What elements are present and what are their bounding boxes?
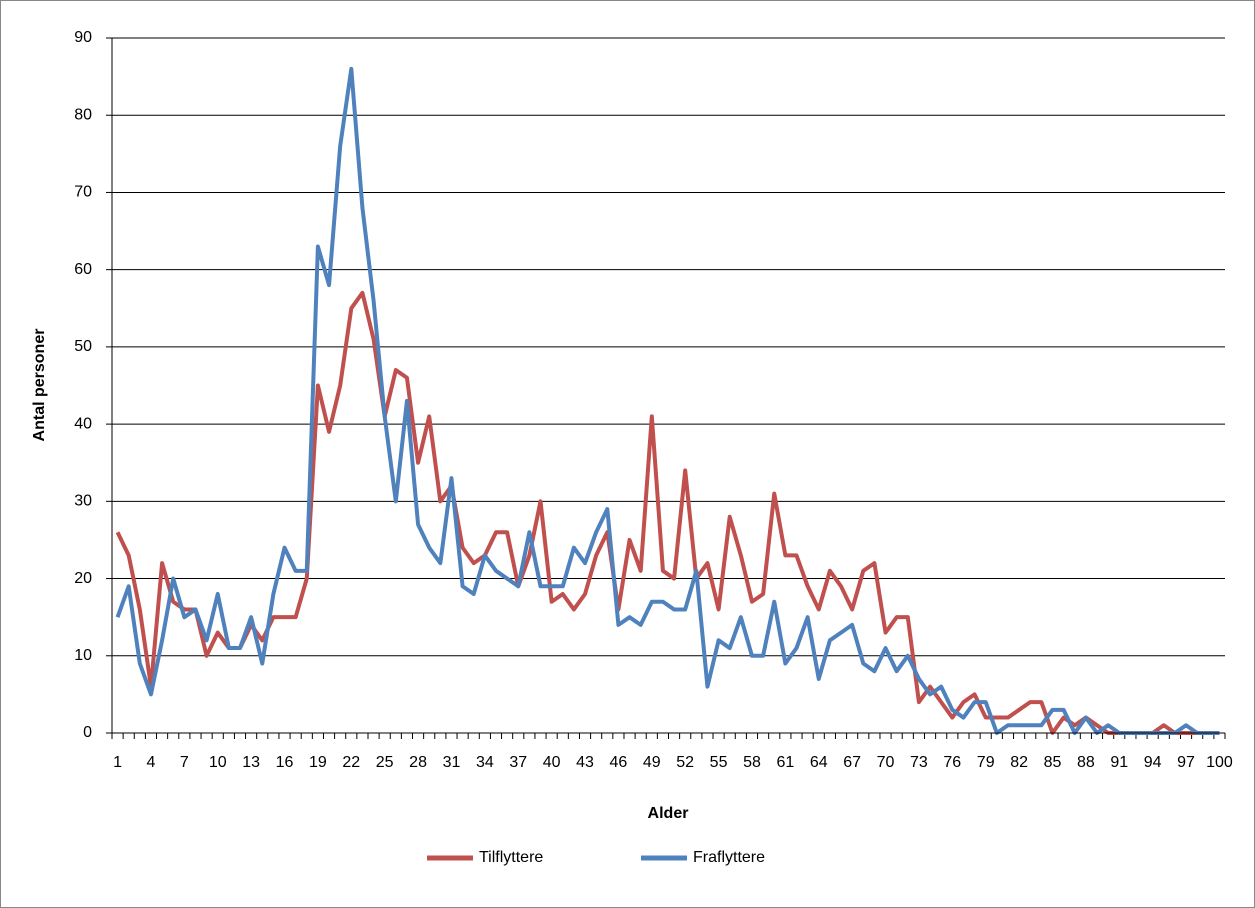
- x-tick-label: 94: [1144, 754, 1162, 771]
- x-tick-label: 1: [113, 754, 122, 771]
- x-tick-label: 91: [1110, 754, 1128, 771]
- x-tick-label: 37: [509, 754, 527, 771]
- y-tick-label: 20: [74, 570, 92, 587]
- x-tick-label: 34: [476, 754, 494, 771]
- y-tick-label: 70: [74, 184, 92, 201]
- x-tick-label: 16: [276, 754, 294, 771]
- y-tick-label: 10: [74, 647, 92, 664]
- y-tick-label: 40: [74, 415, 92, 432]
- x-tick-label: 67: [843, 754, 861, 771]
- series-line: [115, 290, 1220, 735]
- legend-label: Tilflyttere: [479, 849, 543, 866]
- y-tick-label: 50: [74, 338, 92, 355]
- x-tick-label: 70: [877, 754, 895, 771]
- x-tick-label: 82: [1010, 754, 1028, 771]
- x-tick-label: 61: [776, 754, 794, 771]
- x-tick-label: 10: [209, 754, 227, 771]
- y-tick-label: 90: [74, 29, 92, 46]
- x-tick-label: 88: [1077, 754, 1095, 771]
- x-tick-label: 13: [242, 754, 260, 771]
- legend-label: Fraflyttere: [693, 849, 765, 866]
- x-tick-label: 100: [1206, 754, 1233, 771]
- x-tick-label: 58: [743, 754, 761, 771]
- y-tick-label: 30: [74, 493, 92, 510]
- x-tick-label: 40: [543, 754, 561, 771]
- x-tick-label: 7: [180, 754, 189, 771]
- x-tick-label: 31: [443, 754, 461, 771]
- y-tick-label: 60: [74, 261, 92, 278]
- x-tick-label: 22: [342, 754, 360, 771]
- series-line: [115, 66, 1220, 735]
- y-axis-label: Antal personer: [31, 329, 48, 442]
- x-tick-label: 43: [576, 754, 594, 771]
- x-tick-label: 25: [376, 754, 394, 771]
- x-tick-label: 97: [1177, 754, 1195, 771]
- y-tick-label: 80: [74, 106, 92, 123]
- x-tick-label: 55: [710, 754, 728, 771]
- x-tick-label: 85: [1044, 754, 1062, 771]
- x-tick-label: 79: [977, 754, 995, 771]
- x-tick-label: 52: [676, 754, 694, 771]
- x-tick-label: 19: [309, 754, 327, 771]
- x-tick-label: 64: [810, 754, 828, 771]
- x-tick-label: 4: [147, 754, 156, 771]
- x-tick-label: 46: [610, 754, 628, 771]
- x-tick-label: 73: [910, 754, 928, 771]
- x-tick-label: 49: [643, 754, 661, 771]
- y-tick-label: 0: [83, 724, 92, 741]
- x-axis-label: Alder: [648, 805, 689, 822]
- x-tick-label: 28: [409, 754, 427, 771]
- x-tick-label: 76: [943, 754, 961, 771]
